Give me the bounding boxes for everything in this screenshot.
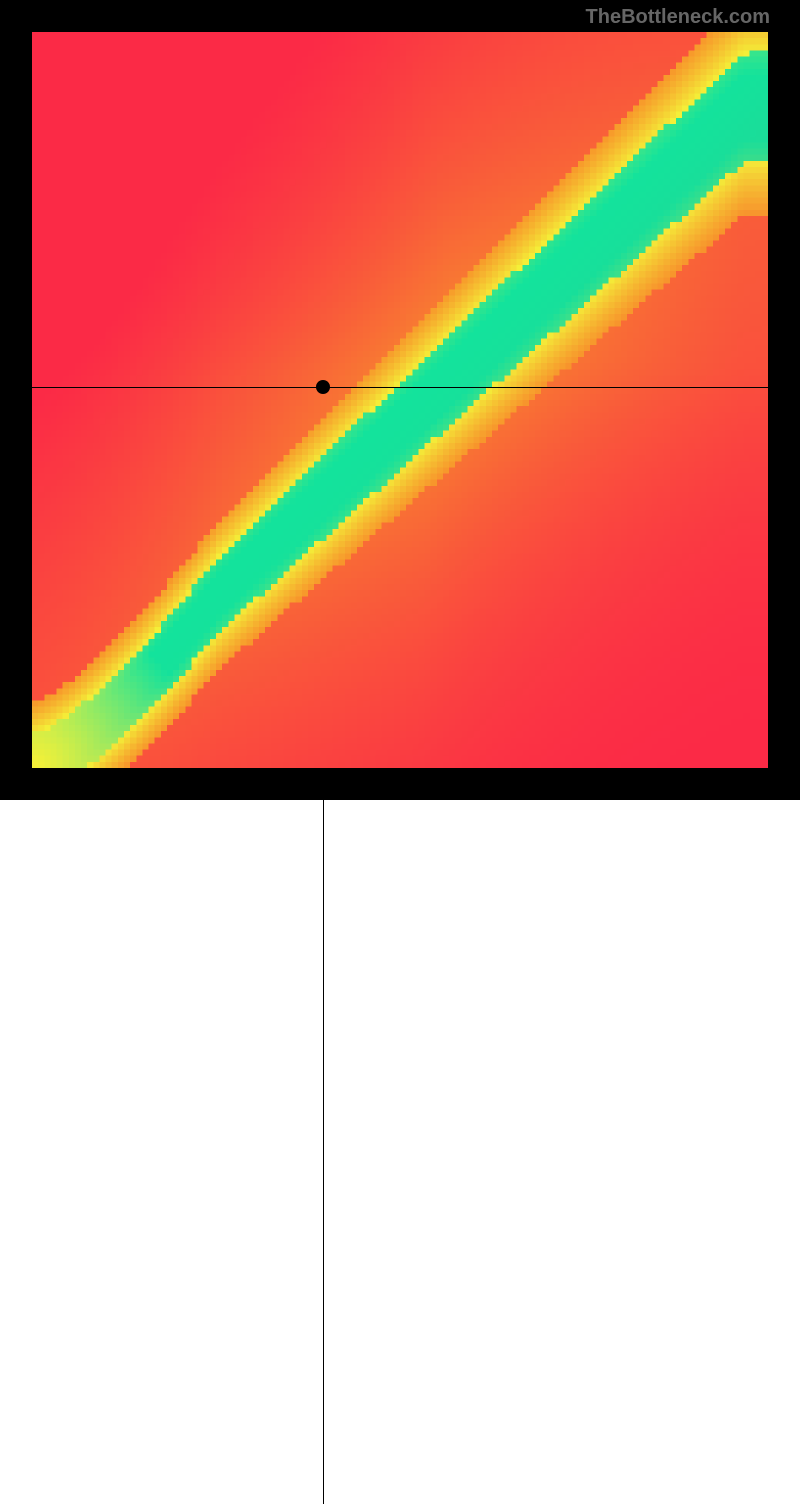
chart-frame: TheBottleneck.com — [0, 0, 800, 800]
attribution-text: TheBottleneck.com — [586, 6, 770, 29]
heatmap-canvas — [32, 32, 768, 768]
crosshair-vertical — [323, 768, 324, 1504]
data-point-marker — [316, 380, 330, 394]
crosshair-horizontal — [32, 387, 768, 388]
heatmap-plot — [32, 32, 768, 768]
